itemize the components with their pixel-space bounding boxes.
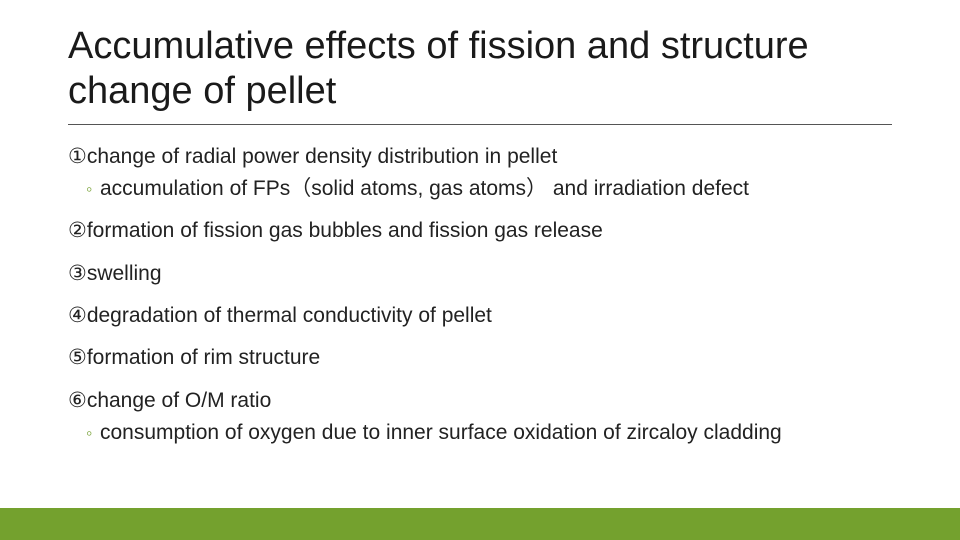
sub-bullet-icon: ◦ — [86, 177, 100, 201]
bullet-list: ①change of radial power density distribu… — [68, 143, 892, 448]
list-sub-item: ◦ accumulation of FPs（solid atoms, gas a… — [86, 175, 892, 203]
list-sub-item: ◦ consumption of oxygen due to inner sur… — [86, 419, 892, 447]
sub-bullet-icon: ◦ — [86, 421, 100, 445]
list-item: ②formation of fission gas bubbles and fi… — [68, 217, 892, 245]
list-item: ①change of radial power density distribu… — [68, 143, 892, 171]
list-item: ⑤formation of rim structure — [68, 344, 892, 372]
list-sub-item-text: accumulation of FPs（solid atoms, gas ato… — [100, 177, 749, 200]
slide-title: Accumulative effects of fission and stru… — [68, 24, 892, 125]
bottom-accent-bar — [0, 508, 960, 540]
list-sub-item-text: consumption of oxygen due to inner surfa… — [100, 421, 782, 444]
list-item: ④degradation of thermal conductivity of … — [68, 302, 892, 330]
slide: Accumulative effects of fission and stru… — [0, 0, 960, 540]
list-item: ③swelling — [68, 260, 892, 288]
list-item: ⑥change of O/M ratio — [68, 387, 892, 415]
